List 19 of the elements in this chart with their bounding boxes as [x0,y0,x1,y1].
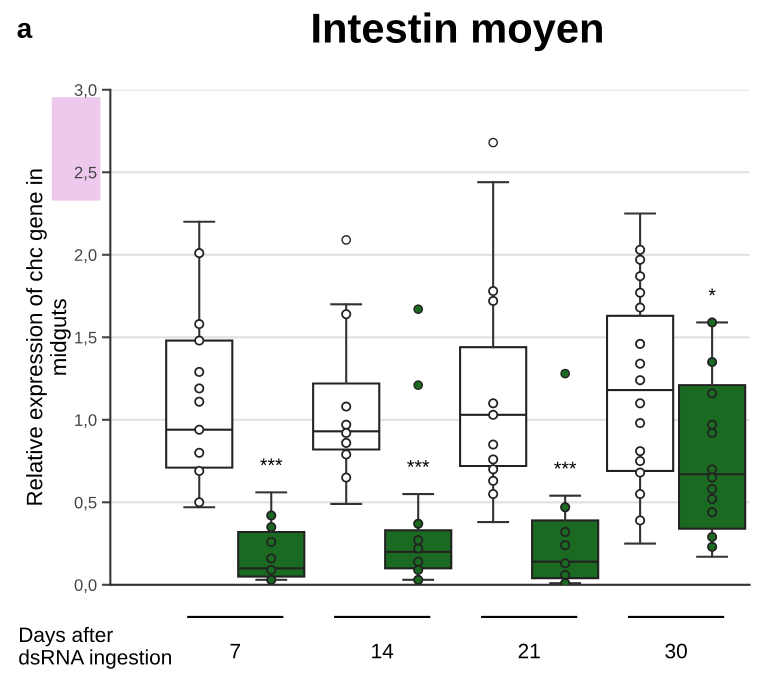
x-tick-label: 14 [372,644,394,658]
x-tick-label: 21 [518,644,540,658]
y-axis-title: Relative expression of chc gene in midguts [26,169,71,505]
annotation: * [708,288,716,296]
y-tick-label: 1,5 [75,332,96,346]
y-tick-label: 1,0 [75,414,96,428]
x-tick-label: 7 [230,644,240,658]
y-tick-label: 2,5 [74,166,96,180]
annotation: *** [407,460,430,467]
y-tick-label: 3,0 [74,84,96,98]
y-tick-label: 0,0 [74,579,96,593]
chart-title: Intestin moyen [313,12,602,52]
x-axis-title: Days after dsRNA ingestion [19,626,171,669]
y-tick-label: 0,5 [74,496,96,510]
y-tick-label: 2,0 [74,249,96,263]
x-tick-label: 30 [665,644,687,658]
annotation: *** [260,458,282,466]
text: a [18,22,32,38]
annotation: *** [554,462,576,469]
